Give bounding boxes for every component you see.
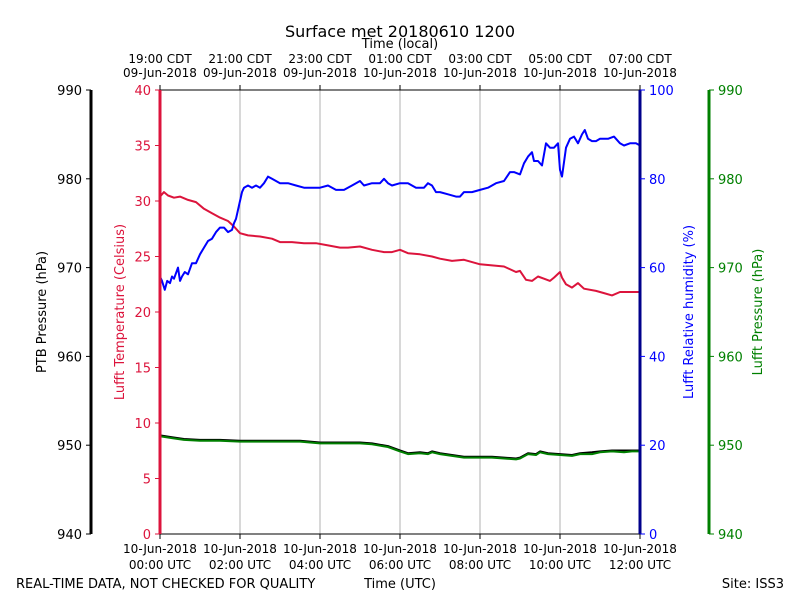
top-tick-date-0: 09-Jun-2018 <box>123 66 197 80</box>
lufft-pressure-axis-title: Lufft Pressure (hPa) <box>751 249 766 376</box>
top-tick-time-6: 07:00 CDT <box>608 52 672 66</box>
bottom-tick-time-6: 12:00 UTC <box>609 558 671 572</box>
y-axis-ticks: 940 950 960 970 980 990 0 5 10 15 20 25 30 35 40 0 20 40 6… <box>57 84 743 543</box>
bottom-tick-time-3: 06:00 UTC <box>369 558 431 572</box>
lufft_pressure-tick-label-5: 990 <box>718 84 743 99</box>
top-tick-date-6: 10-Jun-2018 <box>603 66 677 80</box>
vertical-grid <box>239 90 561 534</box>
ptb_pressure-tick-label-1: 950 <box>57 439 82 454</box>
bottom-tick-date-2: 10-Jun-2018 <box>283 542 357 556</box>
lufft_temperature-tick-label-8: 40 <box>134 84 151 99</box>
top-tick-date-3: 10-Jun-2018 <box>363 66 437 80</box>
ptb-pressure-axis-title: PTB Pressure (hPa) <box>35 251 50 373</box>
lufft-relative-humidity-line <box>159 129 641 291</box>
bottom-tick-time-4: 08:00 UTC <box>449 558 511 572</box>
bottom-tick-time-5: 10:00 UTC <box>529 558 591 572</box>
top-tick-date-5: 10-Jun-2018 <box>523 66 597 80</box>
ptb_pressure-tick-label-0: 940 <box>57 528 82 543</box>
ptb_pressure-tick-label-3: 970 <box>57 262 82 277</box>
bottom-tick-time-0: 00:00 UTC <box>129 558 191 572</box>
lufft_temperature-tick-label-0: 0 <box>143 528 151 543</box>
top-tick-time-0: 19:00 CDT <box>128 52 192 66</box>
lufft_temperature-tick-label-6: 30 <box>134 195 151 210</box>
bottom-tick-date-6: 10-Jun-2018 <box>603 542 677 556</box>
top-tick-time-2: 23:00 CDT <box>288 52 352 66</box>
top-axis-title: Time (local) <box>361 37 438 52</box>
series-lines <box>159 129 641 461</box>
lufft_pressure-tick-label-4: 980 <box>718 173 743 188</box>
lufft_pressure-tick-label-1: 950 <box>718 439 743 454</box>
bottom-tick-date-4: 10-Jun-2018 <box>443 542 517 556</box>
ptb_pressure-tick-label-4: 980 <box>57 173 82 188</box>
bottom-axis-title: Time (UTC) <box>363 577 436 592</box>
temperature-axis-title: Lufft Temperature (Celsius) <box>113 224 128 400</box>
lufft_temperature-tick-label-4: 20 <box>134 306 151 321</box>
bottom-tick-time-2: 04:00 UTC <box>289 558 351 572</box>
lufft_pressure-tick-label-3: 970 <box>718 262 743 277</box>
humidity-axis-title: Lufft Relative humidity (%) <box>682 225 697 399</box>
lufft_humidity-tick-label-1: 20 <box>649 439 666 454</box>
top-tick-time-3: 01:00 CDT <box>368 52 432 66</box>
bottom-tick-time-1: 02:00 UTC <box>209 558 271 572</box>
lufft_humidity-tick-label-5: 100 <box>649 84 674 99</box>
lufft_temperature-tick-label-1: 5 <box>143 473 151 488</box>
ptb_pressure-tick-label-2: 960 <box>57 350 82 365</box>
lufft_pressure-tick-label-0: 940 <box>718 528 743 543</box>
lufft_temperature-tick-label-5: 25 <box>134 251 151 266</box>
top-tick-time-1: 21:00 CDT <box>208 52 272 66</box>
lufft_pressure-tick-label-2: 960 <box>718 350 743 365</box>
bottom-tick-date-0: 10-Jun-2018 <box>123 542 197 556</box>
bottom-tick-date-3: 10-Jun-2018 <box>363 542 437 556</box>
lufft_humidity-tick-label-4: 80 <box>649 173 666 188</box>
quality-disclaimer: REAL-TIME DATA, NOT CHECKED FOR QUALITY <box>16 577 315 592</box>
top-tick-date-1: 09-Jun-2018 <box>203 66 277 80</box>
lufft-pressure-line <box>159 435 640 461</box>
site-label: Site: ISS3 <box>722 577 784 592</box>
lufft_humidity-tick-label-0: 0 <box>649 528 657 543</box>
lufft_temperature-tick-label-7: 35 <box>134 140 151 155</box>
chart-title: Surface met 20180610 1200 <box>285 22 515 41</box>
bottom-tick-date-1: 10-Jun-2018 <box>203 542 277 556</box>
top-tick-time-5: 05:00 CDT <box>528 52 592 66</box>
lufft_humidity-tick-label-2: 40 <box>649 350 666 365</box>
top-tick-date-2: 09-Jun-2018 <box>283 66 357 80</box>
lufft-temperature-line <box>159 191 640 297</box>
x-axis-ticks: 10-Jun-2018 00:00 UTC 10-Jun-2018 02:00 UTC… <box>123 52 677 572</box>
lufft_temperature-tick-label-2: 10 <box>134 417 151 432</box>
lufft_humidity-tick-label-3: 60 <box>649 262 666 277</box>
bottom-tick-date-5: 10-Jun-2018 <box>523 542 597 556</box>
lufft_temperature-tick-label-3: 15 <box>134 362 151 377</box>
ptb_pressure-tick-label-5: 990 <box>57 84 82 99</box>
top-tick-date-4: 10-Jun-2018 <box>443 66 517 80</box>
top-tick-time-4: 03:00 CDT <box>448 52 512 66</box>
